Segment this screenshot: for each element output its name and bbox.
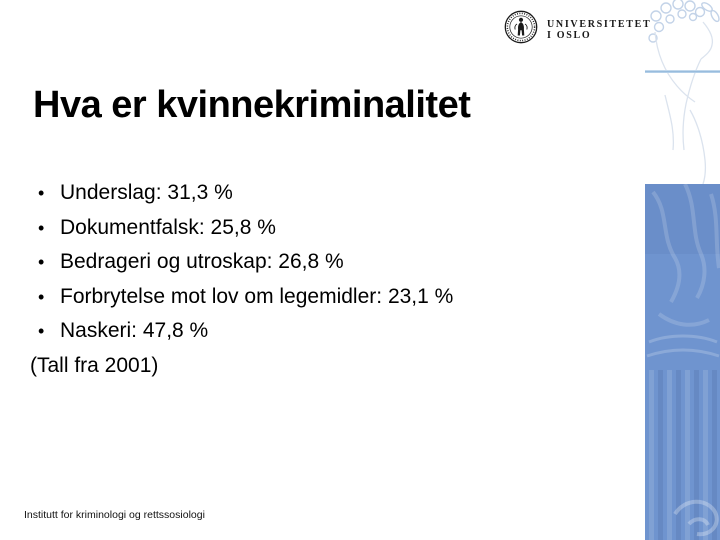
- university-wordmark: UNIVERSITETET I OSLO: [547, 10, 651, 41]
- bullet-item: • Underslag: 31,3 %: [30, 176, 453, 211]
- apollo-statue-panel: [645, 183, 720, 540]
- bullet-text: Underslag: 31,3 %: [60, 181, 233, 204]
- slide-title: Hva er kvinnekriminalitet: [33, 84, 471, 126]
- uio-apollo-seal-icon: [504, 10, 538, 44]
- bullet-item: • Dokumentfalsk: 25,8 %: [30, 211, 453, 246]
- bullet-marker: •: [38, 321, 45, 342]
- uio-logo: UNIVERSITETET I OSLO: [504, 10, 651, 44]
- bullet-text: Naskeri: 47,8 %: [60, 319, 209, 343]
- bullet-text: Bedrageri og utroskap: 26,8 %: [60, 250, 344, 274]
- source-note: (Tall fra 2001): [30, 354, 159, 377]
- bullet-item: • Bedrageri og utroskap: 26,8 %: [30, 245, 453, 280]
- bullet-list: • Underslag: 31,3 % • Dokumentfalsk: 25,…: [30, 176, 453, 349]
- bullet-marker: •: [38, 183, 45, 203]
- university-name-line1: UNIVERSITETET: [547, 19, 652, 30]
- bullet-marker: •: [38, 217, 45, 238]
- bullet-item: • Naskeri: 47,8 %: [30, 314, 453, 349]
- bullet-text: Dokumentfalsk: 25,8 %: [60, 215, 276, 239]
- slide-footer: Institutt for kriminologi og rettssosiol…: [24, 509, 205, 521]
- bullet-text: Forbrytelse mot lov om legemidler: 23,1 …: [60, 284, 454, 308]
- bullet-marker: •: [38, 286, 45, 307]
- apollo-head-sketch-icon: [645, 0, 720, 185]
- sidebar-divider-line: [645, 70, 720, 73]
- bullet-item: • Forbrytelse mot lov om legemidler: 23,…: [30, 280, 453, 315]
- decorative-sidebar: [645, 0, 720, 540]
- university-name-line2: I OSLO: [547, 30, 592, 41]
- bullet-marker: •: [38, 252, 45, 273]
